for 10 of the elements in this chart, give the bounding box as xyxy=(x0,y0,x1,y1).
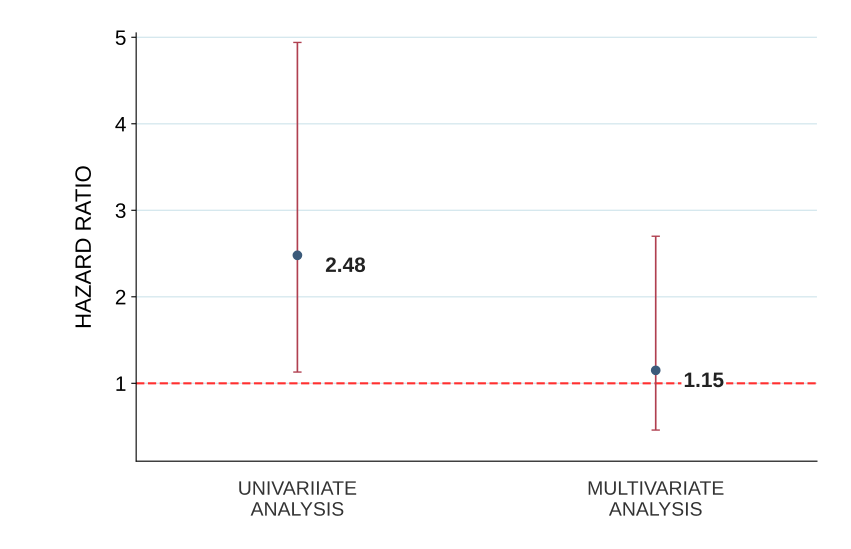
y-tick-label: 5 xyxy=(116,30,126,46)
y-tick-label: 4 xyxy=(115,116,126,132)
y-tick-label: 3 xyxy=(116,203,126,218)
data-label: 1.15 xyxy=(684,372,724,388)
data-label: 2.48 xyxy=(326,257,366,272)
y-axis-title: HAZARD RATIO xyxy=(75,166,92,328)
y-tick-label: 2 xyxy=(116,290,126,304)
x-tick-label: MULTIVARIATE ANALYSIS xyxy=(588,481,724,516)
y-tick-label: 1 xyxy=(116,376,126,391)
x-tick-label: UNIVARIIATE ANALYSIS xyxy=(239,481,356,516)
